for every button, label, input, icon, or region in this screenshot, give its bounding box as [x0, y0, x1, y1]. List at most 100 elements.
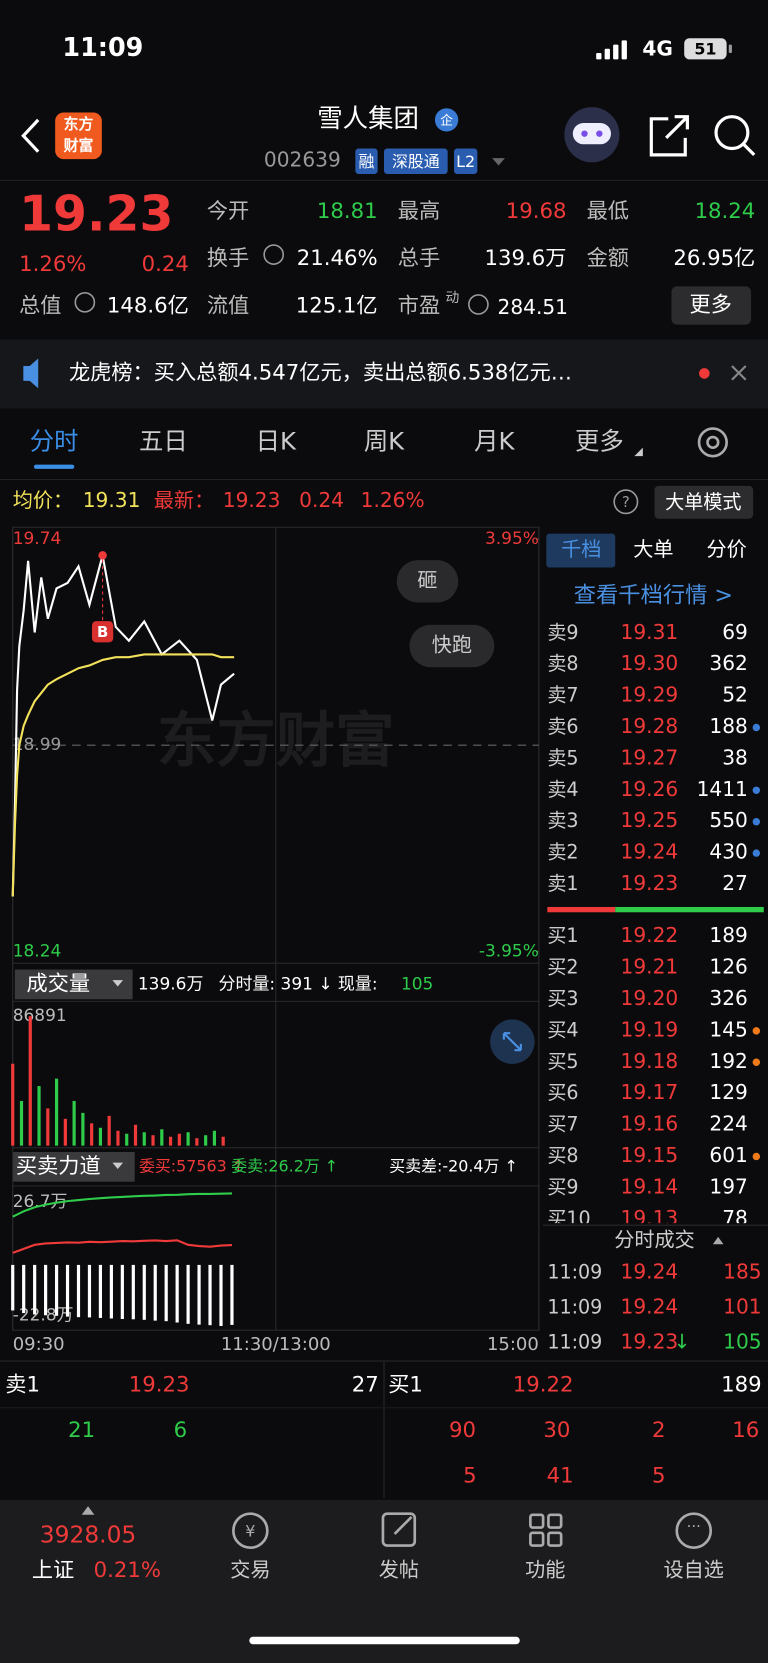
book-volume: 550 [709, 808, 747, 832]
volume-detail: 分时量: 391 ↓ 现量: [219, 974, 378, 994]
y-tick-label: -22.8万 [13, 1305, 74, 1325]
level1-detail: 41 [547, 1464, 574, 1489]
field-value: 148.6亿 [107, 294, 189, 319]
quote-icons [74, 244, 489, 315]
book-volume: 430 [709, 840, 747, 864]
bubble[interactable] [396, 560, 459, 603]
panel-title: 买卖力道 [16, 1154, 101, 1179]
y2-tick-label: -3.95% [479, 942, 539, 962]
logo-text: 财富 [64, 136, 94, 154]
bar [219, 1264, 223, 1326]
status-time: 11:09 [62, 33, 143, 63]
mode-button[interactable] [654, 485, 754, 519]
back-button[interactable] [21, 118, 40, 153]
book-price: 19.31 [621, 620, 679, 644]
share-button[interactable] [649, 115, 689, 157]
stock-tag: L2 [456, 152, 475, 171]
level1-detail: 2 [652, 1418, 666, 1443]
book-price: 19.28 [621, 714, 679, 738]
volume-selector[interactable] [14, 969, 133, 1000]
trades-title: 分时成交 [614, 1228, 695, 1252]
book-price: 19.22 [621, 923, 679, 947]
bar [208, 1264, 212, 1326]
book-label: 买7 [547, 1113, 578, 1136]
field-sup: 动 [446, 290, 460, 306]
book-volume: 38 [722, 745, 748, 769]
book-volume: 78 [722, 1206, 748, 1230]
level1-volume: 189 [721, 1372, 761, 1397]
avg-value: 19.31 [83, 488, 141, 512]
annotation: 快跑 [432, 633, 472, 657]
book-tab[interactable]: 大单 [633, 537, 673, 561]
bar [107, 1115, 111, 1146]
settings-button[interactable] [697, 427, 728, 458]
book-link[interactable]: 查看千档行情 > [574, 583, 733, 609]
stock-tag: 深股通 [392, 152, 440, 171]
tab[interactable]: 日K [256, 426, 297, 455]
header-icons[interactable] [21, 107, 756, 166]
latest-change: 0.24 [299, 488, 344, 512]
big-order-dot [752, 723, 761, 732]
book-label: 买2 [547, 956, 578, 979]
close-button[interactable] [731, 365, 747, 381]
latest-value: 19.23 [223, 488, 281, 512]
tab[interactable]: 更多 [575, 426, 624, 455]
book-tab[interactable]: 分价 [706, 537, 746, 561]
book-label: 卖9 [547, 621, 578, 644]
bubble[interactable] [409, 624, 495, 668]
nav-item[interactable]: 设自选 [664, 1558, 724, 1582]
book-label: 卖5 [547, 746, 578, 769]
book-tab[interactable]: 千档 [561, 537, 601, 561]
index-name[interactable]: 上证 [32, 1558, 74, 1583]
bar [164, 1264, 168, 1322]
notice-text: 龙虎榜：买入总额4.547亿元，卖出总额6.538亿元… [69, 360, 572, 385]
book-volume: 52 [722, 683, 748, 707]
help-icon[interactable] [613, 489, 639, 515]
nav-item[interactable]: 功能 [525, 1558, 565, 1582]
book-volume: 192 [709, 1049, 747, 1073]
book-tab-active[interactable] [546, 533, 616, 568]
index-value[interactable]: 3928.05 [40, 1521, 136, 1549]
nav-item[interactable]: 交易 [230, 1558, 270, 1582]
tab[interactable]: 五日 [139, 426, 188, 455]
bar [131, 1264, 135, 1320]
trade-volume: 185 [723, 1259, 761, 1283]
bar [65, 1264, 70, 1317]
search-button[interactable] [714, 115, 750, 151]
field-value: 284.51 [498, 295, 568, 319]
bar [186, 1264, 190, 1324]
nav-item[interactable]: 发帖 [379, 1558, 419, 1582]
stock-code: 002639 [264, 148, 341, 172]
tab[interactable]: 周K [364, 426, 405, 455]
bar [11, 1063, 15, 1146]
notice-bar[interactable] [0, 339, 768, 409]
force-selector[interactable] [12, 1152, 135, 1182]
index-pct[interactable]: 0.21% [94, 1558, 161, 1583]
stock-badge: 企 [440, 112, 453, 127]
book-label: 卖6 [547, 715, 578, 738]
big-order-dot [752, 1152, 761, 1161]
status-network: 4G [642, 36, 673, 60]
book-label: 卖7 [547, 684, 578, 707]
bar [221, 1136, 225, 1146]
tab-more-caret [634, 447, 643, 457]
big-order-dot [752, 849, 761, 857]
book-label: 卖4 [547, 778, 578, 801]
tab[interactable]: 分时 [30, 426, 79, 455]
book-volume: 189 [709, 923, 747, 947]
index-expand[interactable] [81, 1506, 95, 1515]
bar [54, 1078, 59, 1146]
logo-text: 东方 [64, 115, 94, 133]
level1-price: 19.22 [513, 1372, 574, 1397]
more-button[interactable] [671, 286, 752, 325]
bar [151, 1135, 155, 1146]
y-tick-label: 86891 [13, 1006, 67, 1026]
tab[interactable]: 月K [474, 426, 515, 455]
nav-icons[interactable] [232, 1512, 713, 1550]
book-price: 19.18 [621, 1049, 679, 1073]
bar [212, 1130, 217, 1146]
status-battery: 51 [694, 39, 716, 58]
bar [19, 1100, 24, 1146]
trade-time: 11:09 [547, 1260, 602, 1283]
